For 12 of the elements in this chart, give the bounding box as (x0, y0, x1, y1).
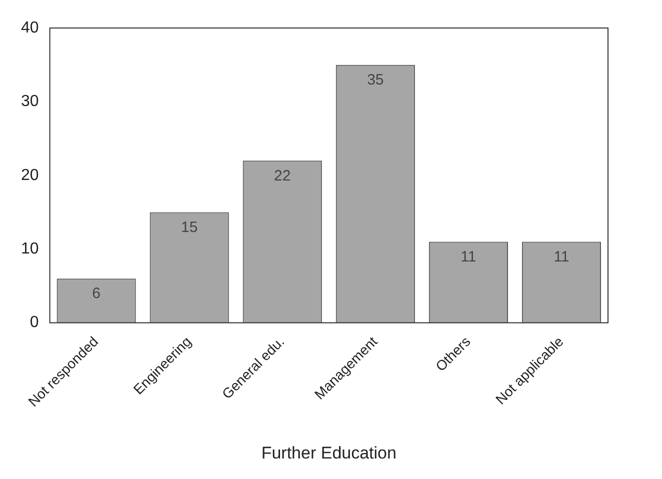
data-label: 6 (92, 285, 100, 302)
data-label: 11 (460, 248, 476, 266)
y-tick-label: 10 (21, 240, 39, 258)
data-label: 15 (181, 218, 198, 236)
data-label: 22 (274, 167, 291, 184)
y-tick-label: 0 (30, 314, 39, 332)
data-label: 11 (554, 248, 570, 266)
y-tick-label: 20 (21, 166, 39, 184)
y-tick-label: 30 (21, 93, 39, 110)
data-label: 35 (367, 71, 384, 88)
y-tick-label: 40 (21, 19, 39, 36)
x-axis-title: Further Education (261, 443, 396, 462)
